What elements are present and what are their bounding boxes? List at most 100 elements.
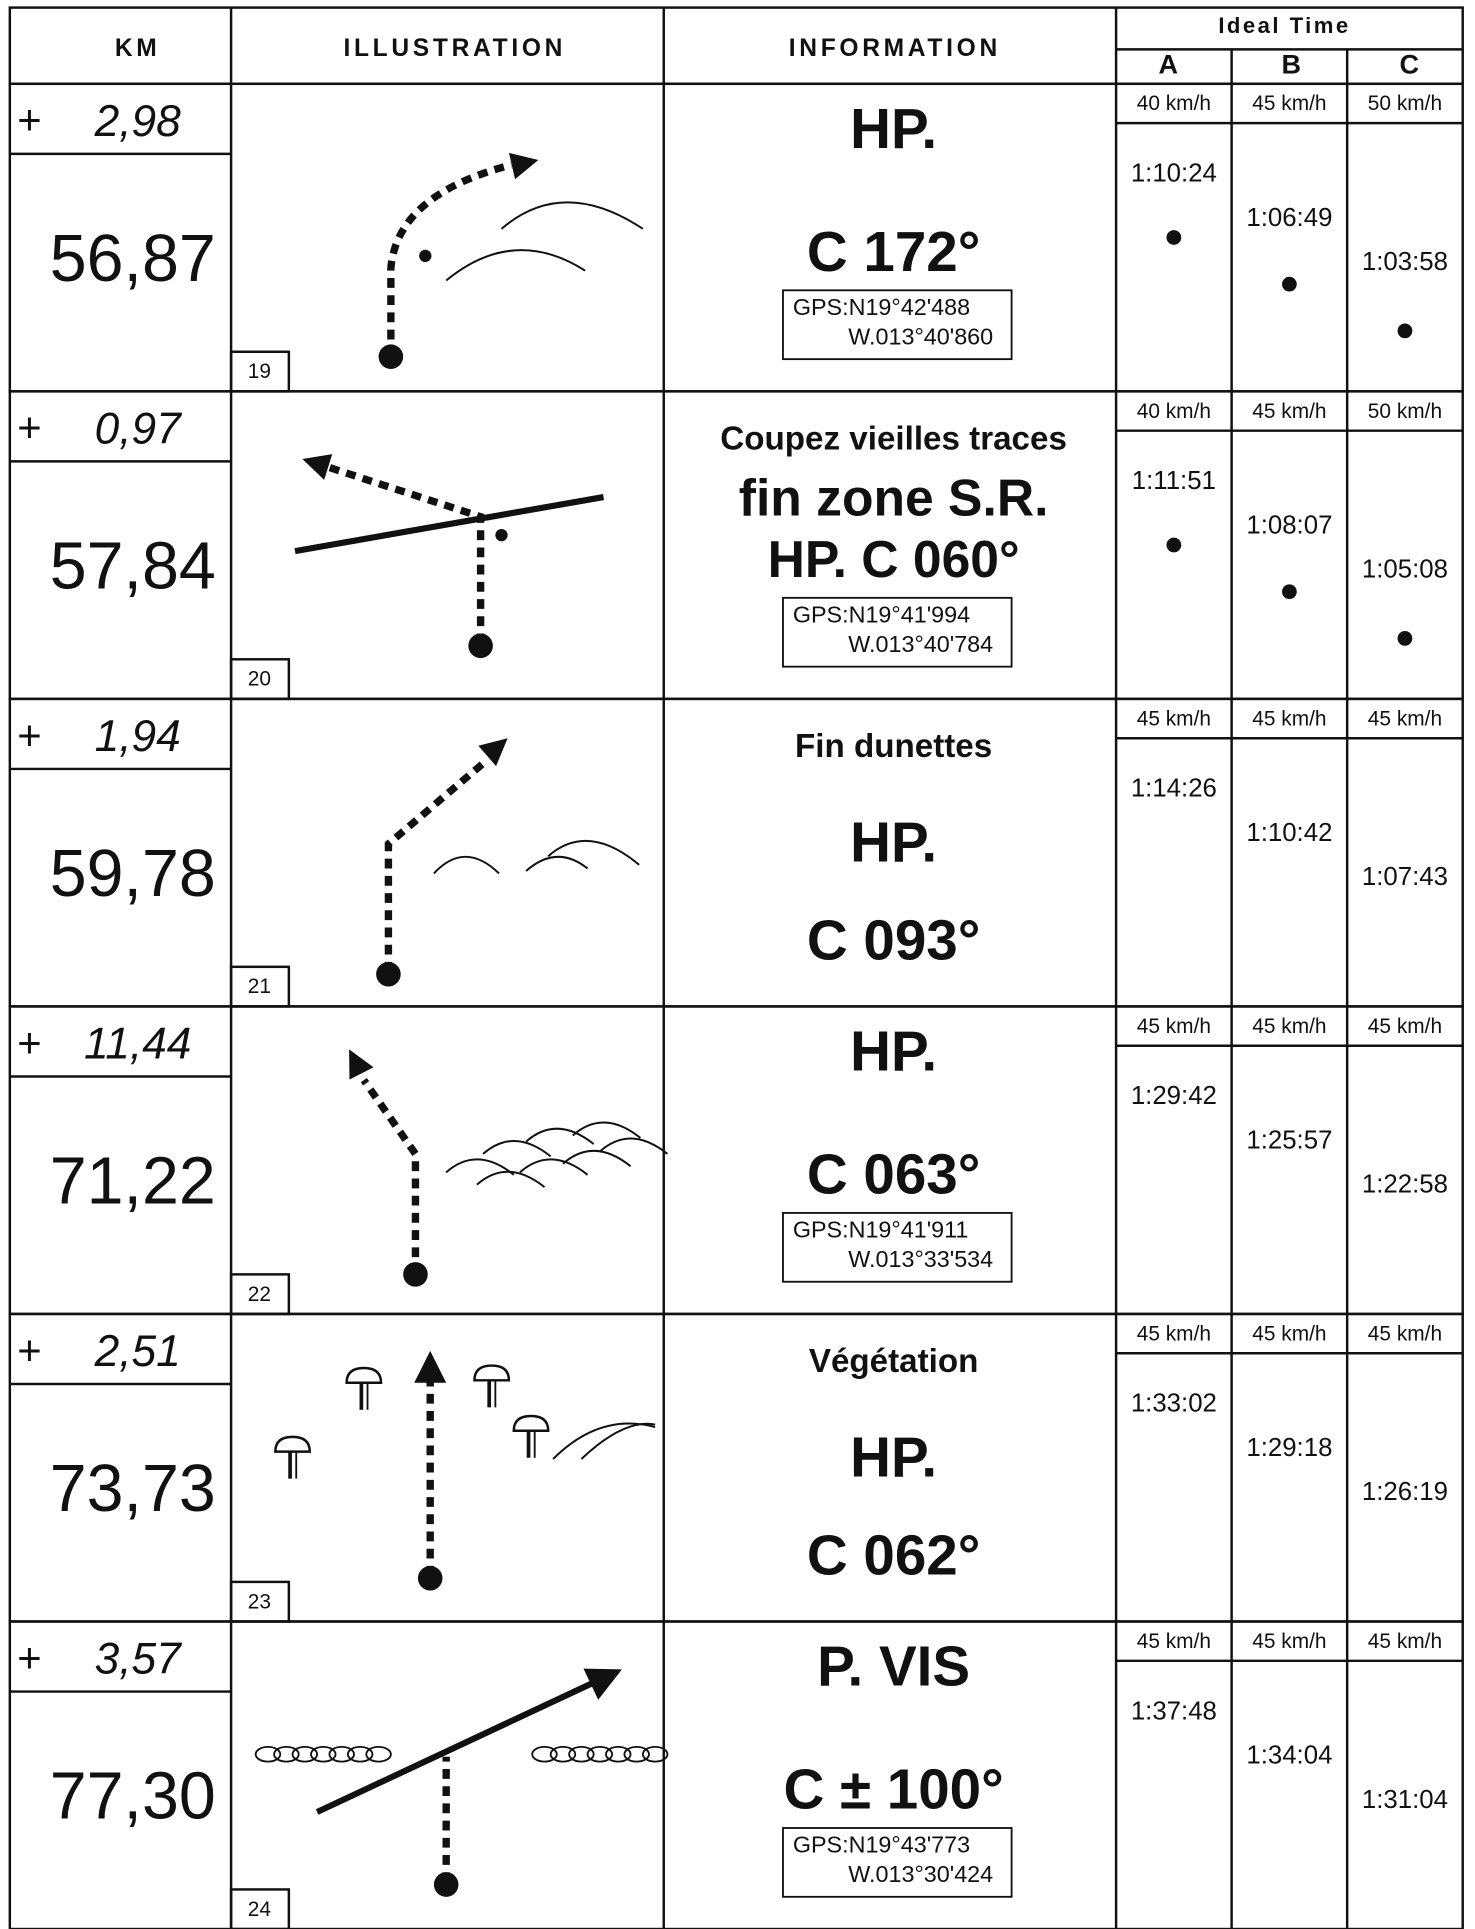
roadbook-page: KM ILLUSTRATION INFORMATION Ideal Time A… xyxy=(0,0,1475,1929)
sign: + xyxy=(17,404,41,451)
roadbook-row: +1,94 59,78 21 Fin dunettes HP. C 093° 45 km/h… xyxy=(10,699,1463,1007)
speed: 50 km/h xyxy=(1368,92,1442,115)
header-col: C xyxy=(1399,50,1422,80)
header-ideal-time: Ideal Time xyxy=(1218,13,1350,38)
total-distance: 77,30 xyxy=(50,1759,216,1833)
ideal-time: 1:33:02 xyxy=(1131,1390,1217,1418)
box-number: 20 xyxy=(248,668,271,691)
speed: 45 km/h xyxy=(1252,92,1326,115)
total-distance: 57,84 xyxy=(50,529,216,603)
info-line: C ± 100° xyxy=(784,1758,1004,1821)
ideal-time: 1:26:19 xyxy=(1362,1478,1448,1506)
illustration xyxy=(379,153,643,369)
info-line: C 063° xyxy=(807,1142,980,1205)
row-box xyxy=(10,699,1463,1007)
speed: 45 km/h xyxy=(1368,707,1442,730)
gps-line: GPS:N19°41'994 xyxy=(793,601,970,627)
terrain xyxy=(434,857,499,874)
tree xyxy=(474,1366,508,1381)
terrain xyxy=(600,1139,668,1154)
sign: + xyxy=(17,96,41,143)
info-line: C 172° xyxy=(807,220,980,283)
ideal-time: 1:08:07 xyxy=(1246,511,1332,539)
gps-line: W.013°30'424 xyxy=(848,1861,993,1887)
terrain xyxy=(483,1141,551,1156)
header-col: B xyxy=(1281,50,1304,80)
gps-line: GPS:N19°41'911 xyxy=(793,1217,969,1243)
ideal-time: 1:37:48 xyxy=(1131,1697,1217,1725)
heading xyxy=(317,1677,606,1812)
ideal-time: 1:07:43 xyxy=(1362,863,1448,891)
speed: 50 km/h xyxy=(1368,400,1442,423)
header-col: A xyxy=(1159,50,1182,80)
info-line: Fin dunettes xyxy=(795,728,992,765)
ideal-time: 1:10:24 xyxy=(1131,160,1217,188)
speed: 45 km/h xyxy=(1368,1015,1442,1038)
total-distance: 59,78 xyxy=(50,837,216,911)
info-line: C 062° xyxy=(807,1524,980,1587)
speed: 40 km/h xyxy=(1137,400,1211,423)
mark xyxy=(495,529,507,541)
speed: 45 km/h xyxy=(1137,707,1211,730)
start xyxy=(434,1872,459,1897)
partial-distance: 3,57 xyxy=(95,1635,183,1684)
roadbook-row: +11,4471,2222HP.C 063°GPS:N19°41'911W.01… xyxy=(10,1006,1463,1314)
partial-distance: 11,44 xyxy=(84,1020,191,1069)
speed: 45 km/h xyxy=(1252,1322,1326,1345)
tree xyxy=(514,1416,548,1431)
time-dot xyxy=(1166,538,1181,553)
sign: + xyxy=(17,711,41,758)
ideal-time: 1:05:08 xyxy=(1362,556,1448,584)
sign: + xyxy=(17,1019,41,1066)
header-km: KM xyxy=(115,35,161,62)
speed: 45 km/h xyxy=(1252,1015,1326,1038)
header: KM ILLUSTRATION INFORMATION Ideal Time A… xyxy=(10,8,1463,84)
ideal-time: 1:29:18 xyxy=(1246,1434,1332,1462)
gps-line: W.013°40'784 xyxy=(848,631,993,657)
ideal-time: 1:34:04 xyxy=(1246,1742,1332,1770)
ideal-time: 1:25:57 xyxy=(1246,1126,1332,1154)
tree xyxy=(347,1368,381,1383)
track xyxy=(391,165,511,357)
gps-line: GPS:N19°42'488 xyxy=(793,294,970,320)
start xyxy=(403,1262,428,1287)
speed: 40 km/h xyxy=(1137,92,1211,115)
partial-distance: 1,94 xyxy=(95,712,181,761)
speed: 45 km/h xyxy=(1252,707,1326,730)
info-line: Coupez vieilles traces xyxy=(720,420,1067,457)
info-line: HP. xyxy=(850,810,937,873)
row-box xyxy=(10,1006,1463,1314)
ideal-time: 1:11:51 xyxy=(1132,467,1216,495)
total-distance: 73,73 xyxy=(50,1452,216,1526)
ideal-time: 1:29:42 xyxy=(1131,1082,1217,1110)
header-information: INFORMATION xyxy=(789,35,1001,62)
box-number: 21 xyxy=(248,975,271,998)
mark xyxy=(419,250,431,262)
illustration xyxy=(275,1351,655,1591)
total-distance: 71,22 xyxy=(50,1144,216,1218)
terrain xyxy=(581,1424,655,1459)
terrain xyxy=(446,250,585,280)
illustration xyxy=(295,454,604,658)
info-line: HP. xyxy=(850,97,937,160)
header-illustration: ILLUSTRATION xyxy=(343,35,566,62)
row-box xyxy=(10,84,1463,392)
speed: 45 km/h xyxy=(1252,400,1326,423)
gps-line: W.013°40'860 xyxy=(848,323,993,349)
start xyxy=(379,344,404,369)
terrain xyxy=(548,841,639,865)
row-box xyxy=(10,1621,1463,1929)
illustration xyxy=(376,738,639,986)
speed: 45 km/h xyxy=(1137,1015,1211,1038)
ideal-time: 1:06:49 xyxy=(1246,204,1332,232)
info-line: HP. xyxy=(850,1020,937,1083)
illustration xyxy=(349,1049,667,1286)
info-line: C 093° xyxy=(807,909,980,972)
gps-line: W.013°33'534 xyxy=(848,1246,993,1272)
speed: 45 km/h xyxy=(1368,1322,1442,1345)
info-line: HP. xyxy=(850,1425,937,1488)
sign: + xyxy=(17,1634,41,1681)
terrain xyxy=(502,202,643,228)
